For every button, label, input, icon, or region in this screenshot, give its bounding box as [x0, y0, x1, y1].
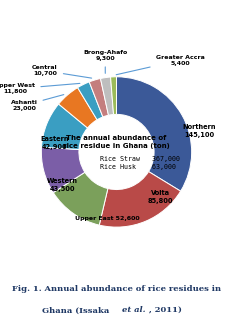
Text: Brong-Ahafo
9,300: Brong-Ahafo 9,300 — [83, 50, 127, 73]
Wedge shape — [53, 172, 108, 225]
Text: Western
43,500: Western 43,500 — [47, 178, 78, 192]
Text: Volta
85,800: Volta 85,800 — [147, 190, 173, 204]
Text: Rice Straw   367,000
Rice Husk    63,000: Rice Straw 367,000 Rice Husk 63,000 — [100, 156, 180, 170]
Wedge shape — [41, 147, 85, 193]
Text: Greater Accra
5,400: Greater Accra 5,400 — [116, 55, 204, 75]
Text: The annual abundance of
rice residue in Ghana (ton): The annual abundance of rice residue in … — [63, 135, 170, 149]
Wedge shape — [58, 88, 97, 128]
Text: Ashanti
23,000: Ashanti 23,000 — [11, 95, 64, 111]
Text: Ghana (Issaka: Ghana (Issaka — [42, 306, 112, 314]
Text: Upper East 52,600: Upper East 52,600 — [75, 215, 140, 221]
Wedge shape — [100, 77, 113, 115]
Wedge shape — [41, 104, 88, 150]
Text: et al.: et al. — [122, 306, 146, 314]
Text: Upper West
11,800: Upper West 11,800 — [0, 83, 80, 95]
Wedge shape — [116, 77, 192, 191]
Wedge shape — [99, 171, 181, 227]
Text: Northern
145,100: Northern 145,100 — [183, 124, 216, 138]
Text: , 2011): , 2011) — [149, 306, 182, 314]
Wedge shape — [111, 77, 116, 114]
Wedge shape — [89, 79, 109, 117]
Text: Central
10,700: Central 10,700 — [32, 65, 92, 78]
Wedge shape — [78, 82, 103, 120]
Text: Eastern
42,900: Eastern 42,900 — [41, 136, 69, 150]
Text: Fig. 1. Annual abundance of rice residues in: Fig. 1. Annual abundance of rice residue… — [12, 285, 221, 292]
